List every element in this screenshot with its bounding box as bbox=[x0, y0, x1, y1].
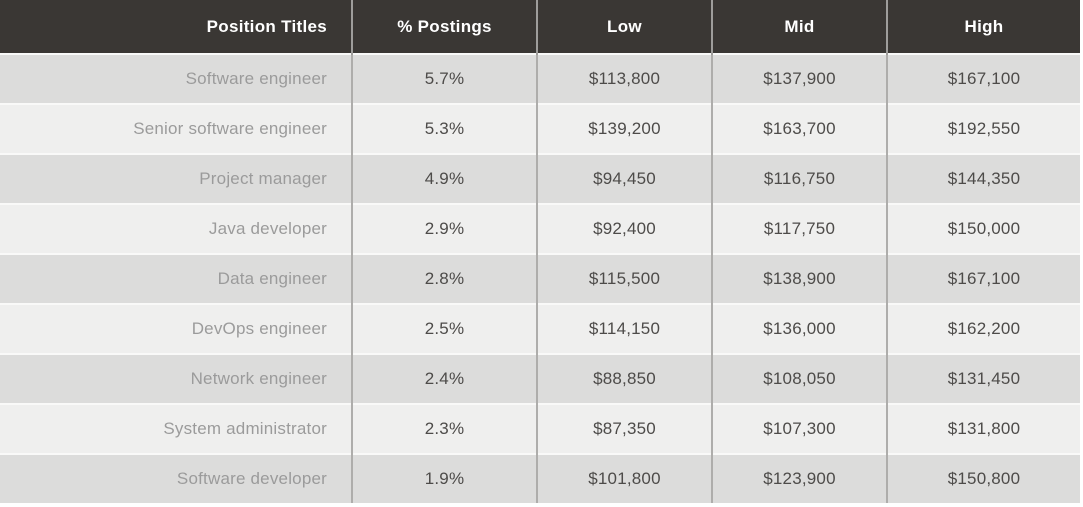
low-salary-cell: $114,150 bbox=[536, 303, 712, 354]
table-header: Position Titles % Postings Low Mid High bbox=[0, 0, 1080, 54]
table-row: Network engineer 2.4% $88,850 $108,050 $131,… bbox=[0, 353, 1080, 404]
high-salary-cell: $150,000 bbox=[886, 203, 1080, 254]
high-salary-cell: $131,450 bbox=[886, 353, 1080, 404]
mid-salary-cell: $107,300 bbox=[711, 403, 887, 454]
low-salary-cell: $139,200 bbox=[536, 103, 712, 154]
mid-salary-cell: $138,900 bbox=[711, 253, 887, 304]
column-header-percent-postings: % Postings bbox=[351, 0, 537, 54]
percent-postings-cell: 2.9% bbox=[351, 203, 537, 254]
table-row: Project manager 4.9% $94,450 $116,750 $144,3… bbox=[0, 153, 1080, 204]
mid-salary-cell: $137,900 bbox=[711, 53, 887, 104]
position-title-cell: Software engineer bbox=[0, 53, 352, 104]
low-salary-cell: $113,800 bbox=[536, 53, 712, 104]
table-row: Java developer 2.9% $92,400 $117,750 $150,00… bbox=[0, 203, 1080, 254]
table-row: System administrator 2.3% $87,350 $107,300 $… bbox=[0, 403, 1080, 454]
mid-salary-cell: $116,750 bbox=[711, 153, 887, 204]
low-salary-cell: $94,450 bbox=[536, 153, 712, 204]
column-header-position-titles: Position Titles bbox=[0, 0, 352, 54]
high-salary-cell: $192,550 bbox=[886, 103, 1080, 154]
table-row: Senior software engineer 5.3% $139,200 $163… bbox=[0, 103, 1080, 154]
percent-postings-cell: 5.7% bbox=[351, 53, 537, 104]
percent-postings-cell: 4.9% bbox=[351, 153, 537, 204]
high-salary-cell: $144,350 bbox=[886, 153, 1080, 204]
percent-postings-cell: 2.8% bbox=[351, 253, 537, 304]
column-header-high: High bbox=[886, 0, 1080, 54]
table-row: DevOps engineer 2.5% $114,150 $136,000 $162,… bbox=[0, 303, 1080, 354]
table-row: Software engineer 5.7% $113,800 $137,900 $16… bbox=[0, 53, 1080, 104]
mid-salary-cell: $123,900 bbox=[711, 453, 887, 503]
low-salary-cell: $88,850 bbox=[536, 353, 712, 404]
table-body: Software engineer 5.7% $113,800 $137,900 $16… bbox=[0, 53, 1080, 503]
mid-salary-cell: $108,050 bbox=[711, 353, 887, 404]
low-salary-cell: $101,800 bbox=[536, 453, 712, 503]
percent-postings-cell: 5.3% bbox=[351, 103, 537, 154]
mid-salary-cell: $117,750 bbox=[711, 203, 887, 254]
position-title-cell: Data engineer bbox=[0, 253, 352, 304]
column-header-low: Low bbox=[536, 0, 712, 54]
position-title-cell: Network engineer bbox=[0, 353, 352, 404]
low-salary-cell: $92,400 bbox=[536, 203, 712, 254]
position-title-cell: System administrator bbox=[0, 403, 352, 454]
high-salary-cell: $131,800 bbox=[886, 403, 1080, 454]
position-title-cell: Software developer bbox=[0, 453, 352, 503]
position-title-cell: Project manager bbox=[0, 153, 352, 204]
high-salary-cell: $162,200 bbox=[886, 303, 1080, 354]
low-salary-cell: $115,500 bbox=[536, 253, 712, 304]
percent-postings-cell: 2.4% bbox=[351, 353, 537, 404]
mid-salary-cell: $136,000 bbox=[711, 303, 887, 354]
table-row: Data engineer 2.8% $115,500 $138,900 $167,10… bbox=[0, 253, 1080, 304]
high-salary-cell: $167,100 bbox=[886, 253, 1080, 304]
table-row: Software developer 1.9% $101,800 $123,900 $1… bbox=[0, 453, 1080, 503]
percent-postings-cell: 1.9% bbox=[351, 453, 537, 503]
percent-postings-cell: 2.3% bbox=[351, 403, 537, 454]
column-header-mid: Mid bbox=[711, 0, 887, 54]
high-salary-cell: $167,100 bbox=[886, 53, 1080, 104]
header-row: Position Titles % Postings Low Mid High bbox=[0, 0, 1080, 54]
low-salary-cell: $87,350 bbox=[536, 403, 712, 454]
high-salary-cell: $150,800 bbox=[886, 453, 1080, 503]
position-title-cell: Java developer bbox=[0, 203, 352, 254]
percent-postings-cell: 2.5% bbox=[351, 303, 537, 354]
mid-salary-cell: $163,700 bbox=[711, 103, 887, 154]
position-title-cell: DevOps engineer bbox=[0, 303, 352, 354]
position-title-cell: Senior software engineer bbox=[0, 103, 352, 154]
